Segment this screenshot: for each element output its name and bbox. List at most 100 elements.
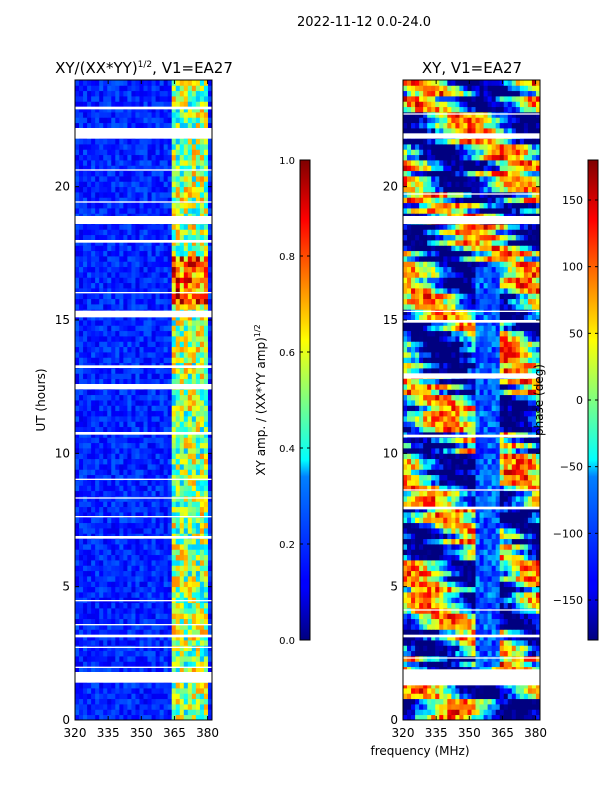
heatmap-cell	[183, 704, 189, 710]
heatmap-cell	[471, 597, 476, 604]
heatmap-cell	[199, 666, 205, 673]
heatmap-cell	[131, 490, 136, 497]
heatmap-cell	[203, 112, 209, 118]
heatmap-cell	[111, 512, 116, 518]
heatmap-cell	[83, 240, 88, 246]
heatmap-cell	[83, 506, 88, 513]
heatmap-cell	[463, 613, 468, 620]
heatmap-cell	[187, 346, 193, 353]
heatmap-cell	[115, 581, 120, 588]
heatmap-cell	[191, 144, 197, 150]
heatmap-cell	[95, 378, 100, 385]
heatmap-cell	[403, 597, 408, 604]
heatmap-cell	[111, 288, 116, 294]
heatmap-cell	[191, 613, 197, 620]
heatmap-cell	[99, 592, 104, 598]
heatmap-cell	[171, 336, 177, 342]
heatmap-cell	[167, 709, 173, 716]
heatmap-cell	[515, 656, 521, 662]
heatmap-cell	[475, 698, 480, 705]
heatmap-cell	[119, 586, 124, 593]
heatmap-cell	[183, 634, 189, 641]
heatmap-cell	[95, 336, 100, 342]
heatmap-cell	[175, 330, 181, 337]
heatmap-cell	[115, 256, 120, 262]
heatmap-cell	[151, 106, 156, 113]
heatmap-cell	[111, 325, 116, 332]
heatmap-cell	[143, 314, 148, 321]
heatmap-cell	[167, 661, 173, 668]
heatmap-cell	[179, 282, 185, 289]
heatmap-cell	[95, 314, 100, 321]
heatmap-cell	[459, 640, 464, 646]
heatmap-cell	[159, 234, 165, 241]
heatmap-cell	[171, 389, 177, 396]
heatmap-cell	[159, 421, 165, 428]
heatmap-cell	[131, 85, 136, 92]
heatmap-cell	[119, 645, 124, 652]
heatmap-cell	[83, 442, 88, 449]
heatmap-cell	[527, 613, 533, 620]
heatmap-cell	[87, 154, 92, 161]
heatmap-cell	[155, 378, 161, 385]
heatmap-cell	[207, 85, 213, 92]
heatmap-cell	[195, 85, 201, 92]
heatmap-cell	[139, 389, 144, 396]
heatmap-cell	[143, 432, 148, 438]
heatmap-cell	[91, 352, 96, 358]
heatmap-cell	[203, 373, 209, 380]
heatmap-cell	[199, 629, 205, 636]
heatmap-cell	[107, 298, 112, 305]
heatmap-cell	[135, 176, 140, 182]
heatmap-cell	[407, 640, 412, 646]
heatmap-cell	[147, 352, 152, 358]
heatmap-cell	[407, 704, 412, 710]
heatmap-cell	[131, 629, 136, 636]
heatmap-cell	[191, 261, 197, 268]
heatmap-cell	[207, 293, 213, 300]
heatmap-cell	[111, 240, 116, 246]
heatmap-cell	[131, 240, 136, 246]
heatmap-cell	[139, 293, 144, 300]
phase-title: XY, V1=EA27	[422, 59, 522, 77]
heatmap-cell	[195, 202, 201, 209]
heatmap-cell	[475, 709, 480, 716]
heatmap-cell	[155, 570, 161, 577]
heatmap-cell	[187, 304, 193, 310]
heatmap-cell	[171, 357, 177, 364]
heatmap-cell	[115, 266, 120, 273]
heatmap-cell	[503, 688, 509, 694]
heatmap-cell	[135, 608, 140, 614]
heatmap-cell	[207, 629, 213, 636]
heatmap-cell	[175, 90, 181, 97]
heatmap-cell	[99, 389, 104, 396]
heatmap-cell	[191, 405, 197, 412]
heatmap-cell	[163, 368, 169, 374]
heatmap-cell	[151, 448, 156, 454]
heatmap-cell	[455, 640, 460, 646]
heatmap-cell	[99, 266, 104, 273]
heatmap-cell	[195, 181, 201, 188]
heatmap-cell	[111, 624, 116, 630]
heatmap-cell	[183, 138, 189, 145]
heatmap-cell	[167, 528, 173, 534]
heatmap-cell	[151, 576, 156, 582]
heatmap-cell	[431, 714, 436, 721]
heatmap-cell	[179, 389, 185, 396]
heatmap-cell	[195, 544, 201, 550]
heatmap-cell	[151, 405, 156, 412]
heatmap-cell	[95, 90, 100, 97]
heatmap-cell	[163, 144, 169, 150]
heatmap-cell	[183, 448, 189, 454]
heatmap-cell	[155, 181, 161, 188]
heatmap-cell	[471, 618, 476, 625]
heatmap-cell	[111, 613, 116, 620]
heatmap-cell	[191, 106, 197, 113]
heatmap-cell	[135, 506, 140, 513]
heatmap-cell	[95, 704, 100, 710]
heatmap-cell	[91, 437, 96, 444]
heatmap-cell	[111, 474, 116, 481]
heatmap-cell	[143, 688, 148, 694]
heatmap-cell	[203, 186, 209, 193]
heatmap-cell	[207, 256, 213, 262]
